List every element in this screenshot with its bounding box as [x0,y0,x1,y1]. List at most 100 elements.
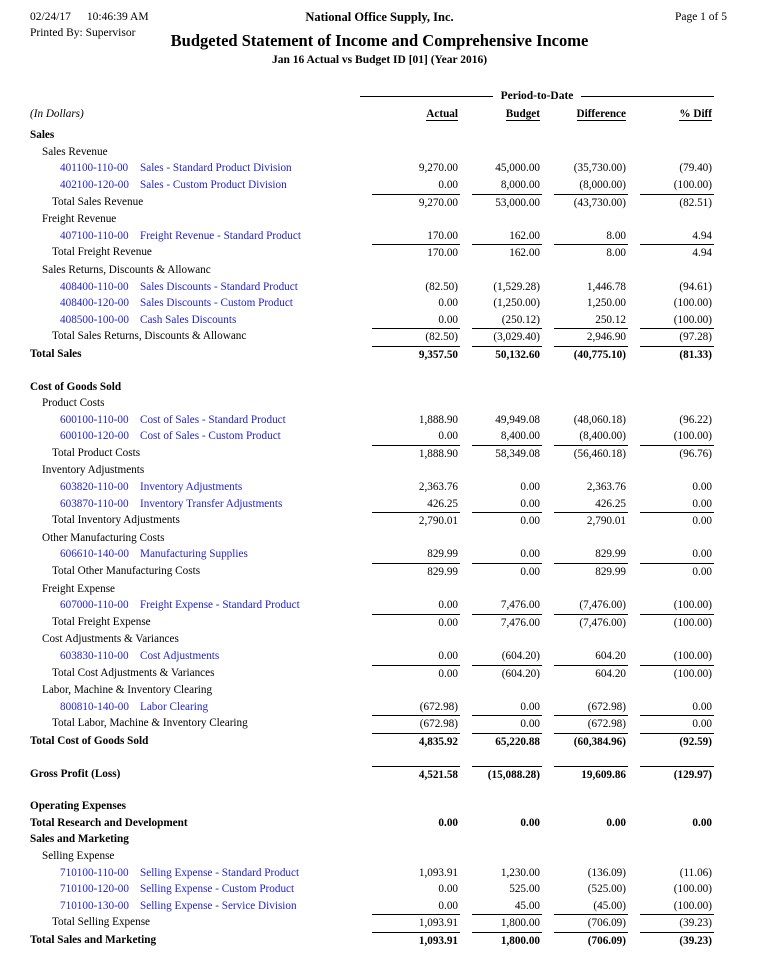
row-label: Freight Revenue [42,213,117,226]
account-name-link[interactable]: Freight Expense - Standard Product [140,599,300,612]
row-label: Sales [30,129,55,142]
account-number-link[interactable]: 603820-110-00 [60,481,129,494]
cell-difference: 0.00 [606,816,626,829]
account-label: 603820-110-00 Inventory Adjustments [30,479,360,496]
report-row-subsection: Other Manufacturing Costs [30,530,729,547]
print-datetime: 02/24/17 10:46:39 AM [30,11,149,23]
report-row-sectiontotal: Total Cost of Goods Sold 4,835.92 65,220.8… [30,732,729,751]
account-number-link[interactable]: 402100-120-00 [60,178,129,191]
cell-difference: (7,476.00) [554,613,628,632]
account-number-link[interactable]: 600100-120-00 [60,430,129,443]
report-row-account: 408500-100-00 Cash Sales Discounts 0.00 (25… [30,312,729,329]
cell-difference: 250.12 [595,313,626,326]
report-header: 02/24/17 10:46:39 AM National Office Supp… [30,10,729,26]
cell-budget: 1,230.00 [500,866,540,879]
account-number-link[interactable]: 710100-110-00 [60,866,129,879]
cell-pct-diff: (100.00) [640,664,714,683]
cell-pct-diff: 0.00 [692,481,712,494]
cell-difference: (8,000.00) [579,178,626,191]
account-number-link[interactable]: 710100-120-00 [60,883,129,896]
row-label: Total Cost of Goods Sold [30,734,149,747]
account-name-link[interactable]: Selling Expense - Standard Product [140,866,300,879]
account-name-link[interactable]: Selling Expense - Custom Product [140,883,295,896]
cell-pct-diff: 0.00 [640,563,714,581]
account-label: 800810-140-00 Labor Clearing [30,699,360,716]
report-row-total: Total Selling Expense 1,093.91 1,800.00 (70… [30,914,729,932]
cell-actual: 0.00 [438,599,458,612]
account-name-link[interactable]: Inventory Adjustments [140,481,243,494]
row-label: Sales Returns, Discounts & Allowanc [42,263,211,276]
account-name-link[interactable]: Sales Discounts - Custom Product [140,297,293,310]
cell-actual: 0.00 [438,313,458,326]
account-number-link[interactable]: 401100-110-00 [60,162,129,175]
account-number-link[interactable]: 800810-140-00 [60,700,129,713]
account-number-link[interactable]: 600100-110-00 [60,413,129,426]
account-name-link[interactable]: Labor Clearing [140,700,209,713]
period-header-span: Period-to-Date [360,88,714,105]
account-label: 407100-110-00 Freight Revenue - Standard … [30,228,360,245]
account-name-link[interactable]: Inventory Transfer Adjustments [140,497,283,510]
cell-actual: (82.50) [372,328,460,346]
account-name-link[interactable]: Cost of Sales - Standard Product [140,413,286,426]
account-number-link[interactable]: 407100-110-00 [60,229,129,242]
report-row-subsection: Labor, Machine & Inventory Clearing [30,682,729,699]
account-name-link[interactable]: Cash Sales Discounts [140,313,237,326]
period-to-date-header-row: Period-to-Date [30,88,729,105]
account-name-link[interactable]: Freight Revenue - Standard Product [140,229,301,242]
cell-budget: 45.00 [514,899,540,912]
cell-difference: 8.00 [606,229,626,242]
cell-actual: 1,093.91 [372,914,460,932]
account-number-link[interactable]: 408400-110-00 [60,280,129,293]
account-number-link[interactable]: 603830-110-00 [60,650,129,662]
cell-pct-diff: 0.00 [640,512,714,530]
cell-difference: (45.00) [593,899,626,912]
report-row-total: Total Cost Adjustments & Variances 0.00 (6… [30,664,729,683]
cell-pct-diff: (129.97) [640,765,714,784]
row-label: Total Labor, Machine & Inventory Clearin… [52,717,248,730]
report-row-account: 710100-120-00 Selling Expense - Custom Pr… [30,881,729,898]
cell-difference: 604.20 [554,664,628,683]
row-label: Total Sales Returns, Discounts & Allowan… [52,330,247,343]
cell-actual: 0.00 [438,899,458,912]
account-number-link[interactable]: 408500-100-00 [60,313,129,326]
cell-pct-diff: (100.00) [673,599,712,612]
account-name-link[interactable]: Manufacturing Supplies [140,548,248,561]
cell-difference: 604.20 [595,650,626,662]
report-row-account: 603820-110-00 Inventory Adjustments 2,363.… [30,479,729,496]
account-name-link[interactable]: Sales Discounts - Standard Product [140,280,298,293]
cell-pct-diff: (39.23) [640,931,714,950]
report-row-total: Total Sales Revenue 9,270.00 53,000.00 (43,… [30,193,729,212]
spacer-row [30,364,729,379]
cell-difference: 829.99 [595,548,626,561]
account-name-link[interactable]: Cost of Sales - Custom Product [140,430,281,443]
report-row-subsection: Inventory Adjustments [30,462,729,479]
row-label: Total Other Manufacturing Costs [52,565,201,578]
report-row-account: 600100-110-00 Cost of Sales - Standard Pr… [30,412,729,429]
period-to-date-label: Period-to-Date [500,90,574,102]
cell-budget: (15,088.28) [472,765,542,784]
cell-budget: 0.00 [472,715,542,733]
account-name-link[interactable]: Selling Expense - Service Division [140,899,297,912]
report-row-subsection: Selling Expense [30,848,729,865]
account-number-link[interactable]: 408400-120-00 [60,297,129,310]
row-label: Cost Adjustments & Variances [42,633,179,646]
account-label: 408500-100-00 Cash Sales Discounts [30,312,360,329]
cell-pct-diff: (96.76) [640,444,714,463]
cell-pct-diff: (100.00) [673,430,712,443]
cell-pct-diff: 0.00 [692,700,712,713]
row-label: Other Manufacturing Costs [42,531,165,544]
cell-difference: (672.98) [587,700,626,713]
account-name-link[interactable]: Sales - Custom Product Division [140,178,287,191]
report-row-account: 603830-110-00 Cost Adjustments 0.00 (604.20… [30,648,729,665]
account-number-link[interactable]: 606610-140-00 [60,548,129,561]
account-number-link[interactable]: 603870-110-00 [60,497,129,510]
account-label: 408400-120-00 Sales Discounts - Custom Pr… [30,295,360,312]
cell-difference: 829.99 [554,563,628,581]
account-number-link[interactable]: 710100-130-00 [60,899,129,912]
account-number-link[interactable]: 607000-110-00 [60,599,129,612]
cell-budget: (1,250.00) [493,297,540,310]
cell-actual: 1,888.90 [418,413,458,426]
account-name-link[interactable]: Cost Adjustments [140,650,220,662]
account-name-link[interactable]: Sales - Standard Product Division [140,162,292,175]
account-label: 600100-120-00 Cost of Sales - Custom Prod… [30,428,360,445]
